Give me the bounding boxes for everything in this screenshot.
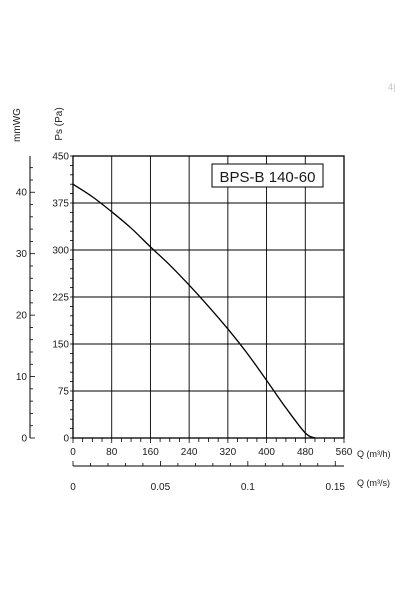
mmwg-tick-label: 20 — [16, 311, 28, 322]
x1-tick-label: 0 — [70, 447, 76, 458]
x1-tick-label: 320 — [220, 447, 237, 458]
performance-curve-0 — [72, 183, 316, 439]
x1-tick-label: 80 — [106, 447, 118, 458]
x1-tick-label: 560 — [336, 447, 353, 458]
pa-tick-label: 0 — [63, 434, 69, 445]
x1-axis-label: Q (m³/h) — [357, 449, 391, 459]
mmwg-tick-label: 0 — [21, 434, 27, 445]
x1-tick-label: 240 — [181, 447, 198, 458]
mmwg-tick-label: 30 — [16, 249, 28, 260]
corner-mark: 4| — [388, 82, 396, 92]
x1-tick-label: 400 — [258, 447, 275, 458]
x1-tick-label: 160 — [142, 447, 159, 458]
x1-tick-label: 480 — [297, 447, 314, 458]
pa-axis-label: Ps (Pa) — [54, 107, 65, 140]
x2-tick-label: 0.15 — [326, 482, 346, 493]
pa-tick-label: 375 — [52, 199, 69, 210]
x2-axis-label: Q (m³/s) — [357, 478, 390, 488]
mmwg-axis-label: mmWG — [12, 108, 23, 142]
grid-lines — [73, 156, 344, 438]
pa-tick-label: 150 — [52, 340, 69, 351]
mmwg-tick-label: 10 — [16, 372, 28, 383]
chart-title-box: BPS-B 140-60 — [211, 163, 324, 188]
chart-title: BPS-B 140-60 — [220, 169, 316, 186]
x2-tick-label: 0.05 — [151, 482, 171, 493]
x2-tick-label: 0 — [70, 482, 76, 493]
pa-tick-label: 225 — [52, 293, 69, 304]
curve-layer — [72, 183, 316, 439]
x2-tick-label: 0.1 — [241, 482, 255, 493]
pa-tick-label: 75 — [58, 387, 70, 398]
axis-labels: mmWG Ps (Pa) Q (m³/h) Q (m³/s) — [12, 107, 391, 488]
mmwg-tick-label: 40 — [16, 188, 28, 199]
pa-tick-label: 450 — [52, 152, 69, 163]
title-frame — [211, 163, 324, 188]
pa-tick-label: 300 — [52, 246, 69, 257]
